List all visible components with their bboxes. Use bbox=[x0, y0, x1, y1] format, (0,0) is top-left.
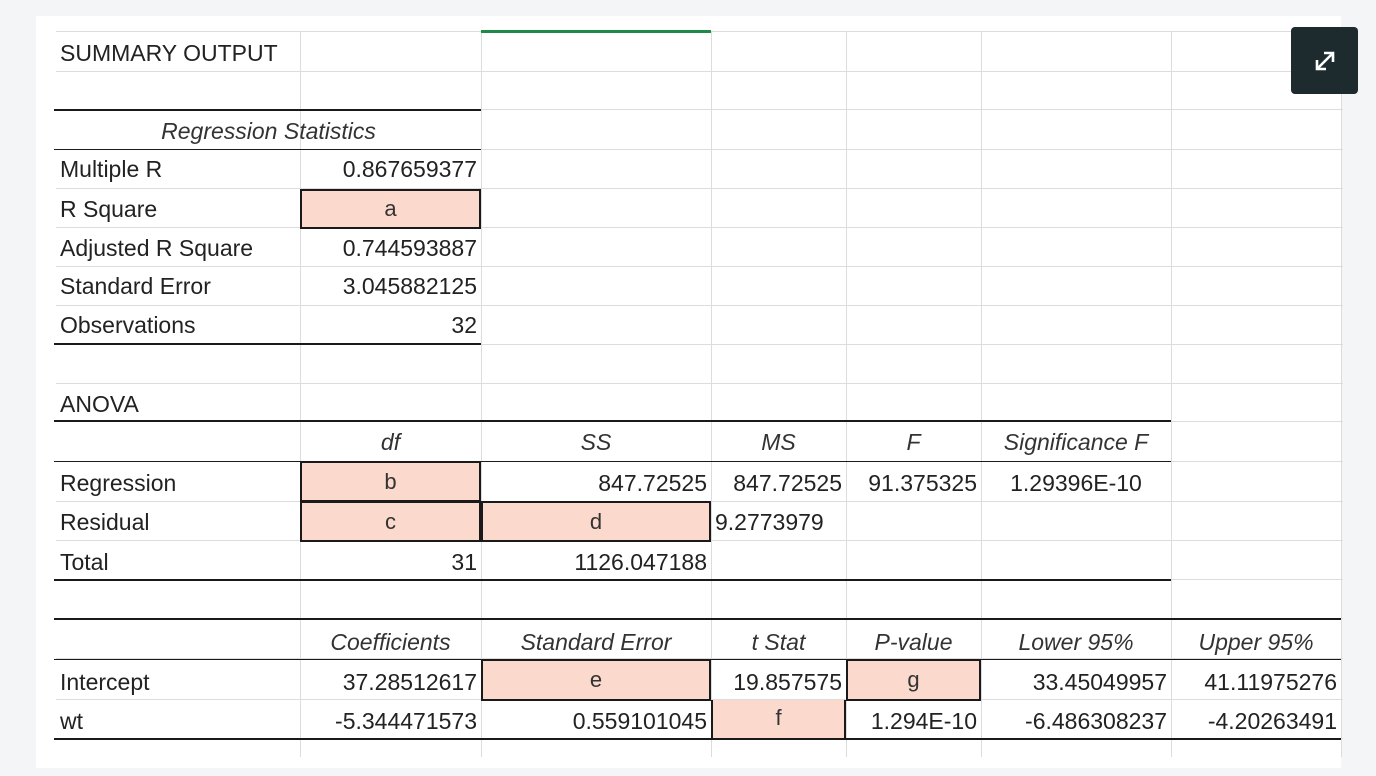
coef-wt-upper-95[interactable]: -4.20263491 bbox=[1207, 708, 1337, 734]
coef-header-t-stat[interactable]: t Stat bbox=[751, 629, 806, 655]
value-standard-error[interactable]: 3.045882125 bbox=[342, 273, 477, 299]
anova-regression-f[interactable]: 91.375325 bbox=[868, 470, 977, 496]
anova-header-ms[interactable]: MS bbox=[761, 429, 796, 455]
coef-wt-p-value[interactable]: 1.294E-10 bbox=[870, 708, 977, 734]
coef-label-wt[interactable]: wt bbox=[60, 708, 83, 734]
coef-header-upper-95[interactable]: Upper 95% bbox=[1198, 629, 1314, 655]
label-observations[interactable]: Observations bbox=[60, 312, 196, 338]
coef-header-p-value[interactable]: P-value bbox=[874, 629, 953, 655]
cell-intercept-p-value-g[interactable]: g bbox=[846, 659, 981, 701]
cell-wt-t-stat-f[interactable]: f bbox=[711, 700, 846, 740]
anova-total-ss[interactable]: 1126.047188 bbox=[574, 549, 707, 575]
expand-button[interactable] bbox=[1291, 27, 1358, 94]
coef-wt-coefficient[interactable]: -5.344471573 bbox=[335, 708, 477, 734]
active-column-indicator bbox=[481, 30, 711, 33]
cell-intercept-se-e[interactable]: e bbox=[481, 659, 711, 701]
summary-title[interactable]: SUMMARY OUTPUT bbox=[60, 40, 278, 66]
value-adjusted-r-square[interactable]: 0.744593887 bbox=[342, 235, 477, 261]
anova-label-total[interactable]: Total bbox=[60, 549, 109, 575]
label-multiple-r[interactable]: Multiple R bbox=[60, 156, 163, 182]
coef-wt-standard-error[interactable]: 0.559101045 bbox=[572, 708, 707, 734]
label-standard-error[interactable]: Standard Error bbox=[60, 273, 211, 299]
anova-regression-significance-f[interactable]: 1.29396E-10 bbox=[1010, 470, 1142, 496]
anova-regression-ss[interactable]: 847.72525 bbox=[598, 470, 707, 496]
label-r-square[interactable]: R Square bbox=[60, 196, 158, 222]
expand-icon bbox=[1315, 51, 1334, 70]
cell-residual-df-c[interactable]: c bbox=[300, 501, 481, 542]
coef-header-lower-95[interactable]: Lower 95% bbox=[1018, 629, 1134, 655]
anova-total-df[interactable]: 31 bbox=[451, 549, 477, 575]
value-multiple-r[interactable]: 0.867659377 bbox=[342, 156, 477, 182]
cell-r-square-a[interactable]: a bbox=[300, 189, 481, 229]
coef-intercept-t-stat[interactable]: 19.857575 bbox=[733, 669, 842, 695]
coef-wt-lower-95[interactable]: -6.486308237 bbox=[1025, 708, 1167, 734]
regression-statistics-header[interactable]: Regression Statistics bbox=[161, 118, 376, 144]
cell-regression-df-b[interactable]: b bbox=[300, 461, 481, 502]
label-adjusted-r-square[interactable]: Adjusted R Square bbox=[60, 235, 254, 261]
coef-label-intercept[interactable]: Intercept bbox=[60, 669, 150, 695]
cell-residual-ss-d[interactable]: d bbox=[481, 501, 711, 542]
value-observations[interactable]: 32 bbox=[451, 312, 477, 338]
anova-title[interactable]: ANOVA bbox=[60, 391, 139, 417]
anova-label-residual[interactable]: Residual bbox=[60, 509, 150, 535]
coef-header-standard-error[interactable]: Standard Error bbox=[520, 629, 672, 655]
coef-intercept-coefficient[interactable]: 37.28512617 bbox=[342, 669, 477, 695]
anova-header-f[interactable]: F bbox=[906, 429, 921, 455]
coef-header-coefficients[interactable]: Coefficients bbox=[330, 629, 451, 655]
anova-header-ss[interactable]: SS bbox=[580, 429, 612, 455]
anova-header-df[interactable]: df bbox=[380, 429, 401, 455]
anova-header-significance-f[interactable]: Significance F bbox=[1003, 429, 1149, 455]
spreadsheet: SUMMARY OUTPUT Regression Statistics Mul… bbox=[36, 16, 1343, 768]
anova-residual-ms[interactable]: 9.2773979 bbox=[715, 509, 824, 535]
coef-intercept-lower-95[interactable]: 33.45049957 bbox=[1032, 669, 1167, 695]
coef-intercept-upper-95[interactable]: 41.11975276 bbox=[1204, 669, 1337, 695]
anova-label-regression[interactable]: Regression bbox=[60, 470, 177, 496]
anova-regression-ms[interactable]: 847.72525 bbox=[733, 470, 842, 496]
